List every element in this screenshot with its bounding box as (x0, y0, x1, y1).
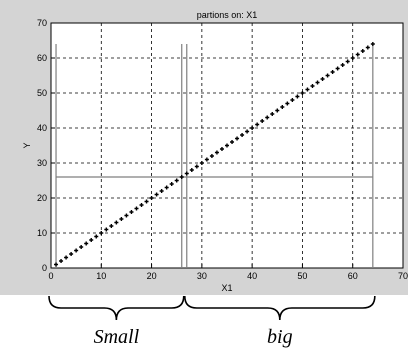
data-point (270, 112, 275, 116)
data-point (144, 199, 149, 204)
data-point (255, 122, 260, 127)
grid-lines (51, 23, 403, 268)
data-point (285, 101, 290, 106)
data-point (214, 150, 219, 155)
y-tick-label: 70 (37, 18, 47, 28)
data-point (184, 171, 189, 176)
y-axis-ticks: 0 10 20 30 40 50 60 70 (37, 18, 55, 273)
y-tick-label: 60 (37, 53, 47, 63)
data-point (340, 63, 345, 67)
data-point (194, 164, 199, 169)
data-point (204, 157, 209, 162)
data-point (245, 129, 250, 134)
data-point (360, 49, 365, 53)
y-tick-label: 0 (42, 263, 47, 273)
data-point (295, 94, 300, 99)
y-tick-label: 30 (37, 158, 47, 168)
y-tick-label: 50 (37, 88, 47, 98)
x-tick-label: 50 (297, 271, 307, 281)
data-point (365, 45, 370, 50)
data-point (370, 42, 375, 46)
data-point (189, 168, 194, 172)
data-point (169, 182, 174, 186)
data-point (350, 56, 355, 60)
data-point (99, 231, 104, 235)
x-tick-label: 20 (147, 271, 157, 281)
data-point (59, 259, 64, 263)
data-point (199, 161, 204, 165)
x-tick-label: 30 (197, 271, 207, 281)
y-tick-label: 40 (37, 123, 47, 133)
data-point (330, 70, 335, 74)
annotation-big: big (267, 326, 293, 348)
data-point (159, 189, 164, 193)
data-point (164, 185, 169, 190)
data-point (240, 133, 245, 137)
data-point (119, 217, 124, 221)
data-point (139, 203, 144, 207)
data-point (69, 252, 74, 256)
data-point (174, 178, 179, 183)
data-point (225, 143, 229, 148)
data-point (109, 224, 114, 228)
data-point (260, 119, 265, 123)
data-point (310, 84, 315, 88)
data-point (305, 87, 310, 92)
data-point (74, 248, 79, 253)
data-point (134, 206, 139, 211)
x-tick-label: 10 (96, 271, 106, 281)
x-axis-label: X1 (221, 283, 232, 293)
data-point (209, 154, 214, 158)
x-tick-label: 70 (398, 271, 408, 281)
partition-braces (48, 295, 376, 321)
data-point (230, 140, 235, 144)
data-point (325, 73, 330, 78)
data-points (54, 42, 375, 267)
data-point (84, 241, 89, 246)
annotation-small: Small (94, 326, 140, 348)
data-point (320, 77, 325, 81)
x-tick-label: 60 (348, 271, 358, 281)
data-point (235, 136, 240, 141)
data-point (280, 105, 285, 109)
partition-brace (48, 295, 185, 321)
x-tick-label: 0 (48, 271, 53, 281)
data-point (179, 175, 184, 179)
data-point (335, 66, 340, 71)
data-point (89, 238, 94, 242)
data-point (79, 245, 84, 249)
data-point (64, 255, 69, 260)
data-point (154, 192, 159, 197)
data-point (124, 213, 129, 218)
y-tick-label: 10 (37, 228, 47, 238)
data-point (54, 262, 59, 267)
data-point (149, 196, 154, 200)
data-point (290, 98, 295, 102)
data-point (315, 80, 320, 85)
data-point (300, 91, 305, 95)
chart-title: partions on: X1 (197, 10, 258, 20)
data-point (265, 115, 270, 120)
data-point (94, 234, 99, 239)
partition-brace (183, 295, 376, 321)
data-point (114, 220, 119, 225)
data-point (129, 210, 134, 214)
x-tick-label: 40 (247, 271, 257, 281)
y-tick-label: 20 (37, 193, 47, 203)
data-point (345, 59, 350, 64)
y-axis-label: Y (22, 142, 32, 148)
data-point (275, 108, 280, 113)
x-axis-ticks: 0 10 20 30 40 50 60 70 (48, 264, 408, 281)
data-point (355, 52, 360, 57)
partition-lines (55, 44, 374, 268)
data-point (250, 126, 255, 130)
data-point (219, 147, 224, 151)
data-point (104, 227, 109, 232)
